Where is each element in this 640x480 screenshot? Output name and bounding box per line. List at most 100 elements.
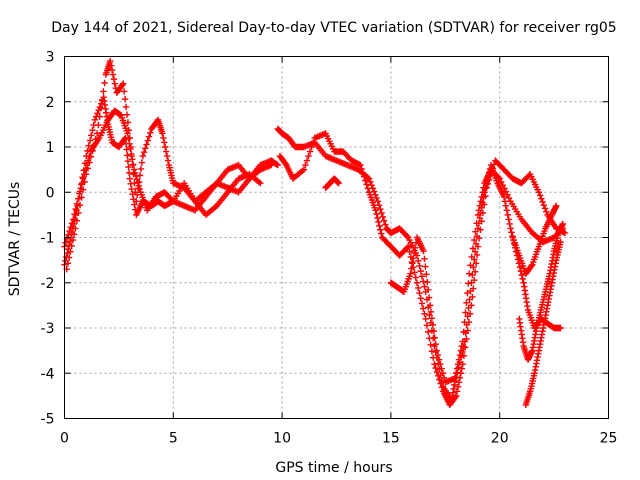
data-point [68,242,75,250]
data-point [64,260,72,267]
data-point [367,178,374,186]
data-point [417,295,424,302]
data-point [88,132,95,139]
data-point [374,214,381,222]
data-point [543,208,550,215]
grid [64,56,609,419]
data-point [362,177,369,184]
data-point [461,338,469,345]
data-point [89,126,96,134]
data-point [553,202,560,210]
series-track-g [516,220,567,363]
data-point [498,178,505,186]
data-point [145,133,153,140]
data-point [410,254,417,262]
data-point [464,313,471,320]
y-tick-label: -5 [41,412,55,428]
data-point [466,270,473,277]
data-point [469,245,477,252]
data-point [459,348,466,356]
data-point [72,225,79,232]
data-point [96,113,103,120]
data-point [124,158,132,165]
data-point [471,256,478,263]
data-point [426,311,433,319]
data-point [473,251,481,259]
data-point [481,189,488,196]
data-point [110,75,118,83]
data-point [471,236,478,244]
data-point [377,226,384,233]
data-point [125,163,132,171]
series-track-f [387,161,564,386]
data-point [96,103,104,111]
data-point [309,139,317,146]
data-point [147,129,154,136]
y-tick-label: -1 [41,231,55,247]
data-point [480,194,487,201]
data-point [363,181,370,188]
data-point [452,392,460,400]
data-point [111,80,119,87]
data-point [431,334,438,341]
data-point [407,270,414,277]
data-point [306,148,314,155]
data-point [125,135,132,142]
data-point [460,343,467,350]
data-point [75,209,82,217]
x-axis-label: GPS time / hours [275,460,392,476]
data-point [268,161,275,169]
data-point [129,161,137,168]
data-point [358,165,365,173]
data-point [67,223,74,231]
data-point [433,347,440,354]
data-point [472,240,480,248]
series-track-e [276,130,569,409]
data-point [72,205,79,213]
data-point [69,236,77,244]
data-point [421,283,428,290]
data-point [409,260,416,267]
data-point [163,152,171,160]
data-point [335,180,342,187]
data-point [438,365,445,372]
data-point [418,273,426,280]
data-point [109,71,117,78]
data-point [162,148,170,155]
data-point [463,321,470,328]
data-point [429,321,437,328]
data-point [142,145,149,152]
data-points [61,57,569,409]
data-point [380,217,388,224]
data-point [305,152,312,160]
series-track-h [522,238,564,409]
y-tick-label: -3 [41,321,55,337]
data-point [519,275,526,283]
data-point [140,148,148,156]
data-point [82,166,89,173]
data-point [417,267,424,275]
data-point [439,370,447,377]
x-tick-label: 0 [60,431,69,447]
data-point [437,361,444,368]
data-point [136,185,143,193]
data-point [378,230,385,237]
data-point [91,116,99,124]
data-point [373,194,380,202]
data-point [124,130,131,137]
data-point [423,322,431,329]
data-point [454,383,462,391]
data-point [133,176,141,183]
data-point [300,166,308,173]
data-point [437,380,444,387]
y-tick-label: 1 [46,140,55,156]
data-point [64,249,71,257]
data-point [482,185,489,192]
data-point [561,229,569,237]
data-point [282,160,289,168]
data-point [504,211,511,219]
data-point [538,195,545,202]
data-point [123,111,131,118]
data-point [466,296,473,303]
data-point [541,205,549,212]
